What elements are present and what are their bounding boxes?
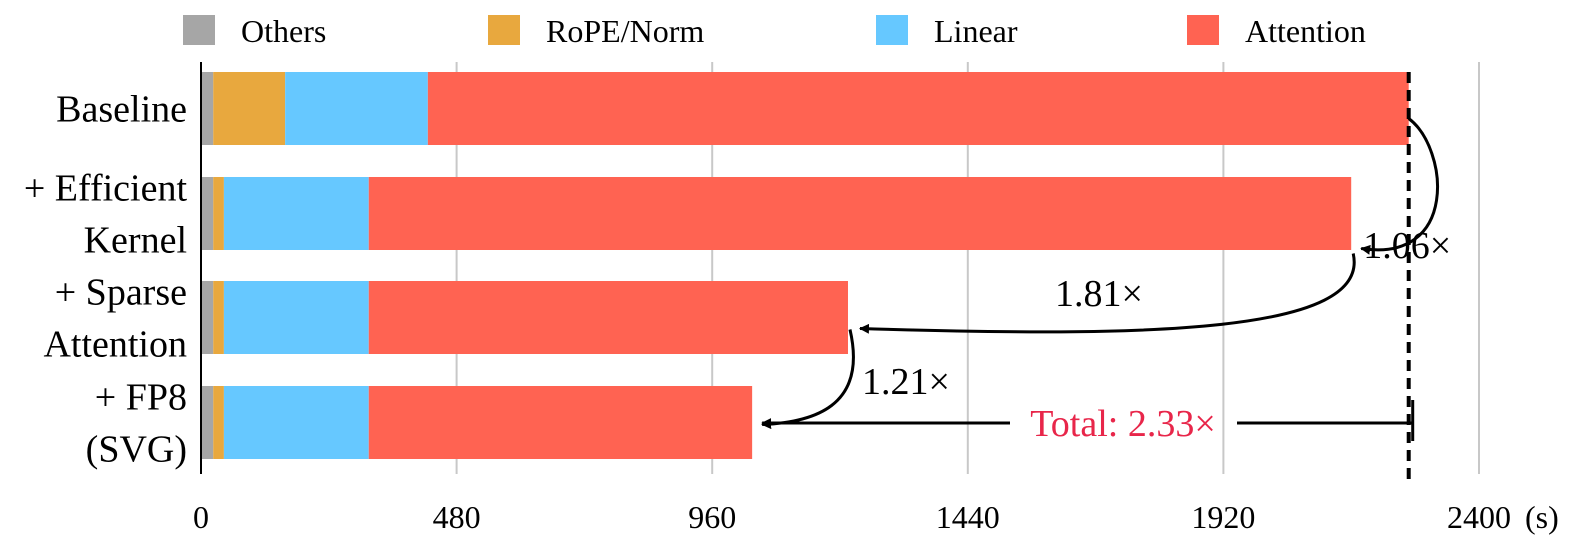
category-label: + FP8 xyxy=(95,377,187,419)
bars xyxy=(201,72,1409,459)
bar-attention-2 xyxy=(368,281,848,354)
bar-others-1 xyxy=(201,177,214,250)
legend-swatch xyxy=(876,15,908,45)
bar-rope-norm-2 xyxy=(213,281,224,354)
bar-attention-0 xyxy=(427,72,1409,145)
legend-swatch xyxy=(1187,15,1219,45)
speedup-label-1: 1.06× xyxy=(1363,225,1451,267)
category-label: Kernel xyxy=(84,220,187,262)
x-tick-label: 1440 xyxy=(936,499,1000,535)
legend-swatch xyxy=(183,15,215,45)
bar-others-3 xyxy=(201,386,214,459)
speedup-arrow-1 xyxy=(1360,117,1439,255)
x-tick-label: 480 xyxy=(433,499,481,535)
bar-linear-0 xyxy=(285,72,428,145)
category-label: + Efficient xyxy=(24,168,188,210)
legend-swatch xyxy=(488,15,520,45)
annotations: 1.06× 1.81× 1.21× Total: 2.33× xyxy=(761,72,1451,484)
total-speedup-label: Total: 2.33× xyxy=(1030,403,1216,445)
bar-attention-1 xyxy=(368,177,1352,250)
bar-rope-norm-1 xyxy=(213,177,224,250)
x-tick-label: 0 xyxy=(193,499,209,535)
axes: Baseline + Efficient Kernel + Sparse Attenti… xyxy=(24,62,1559,535)
x-tick-label: 2400 xyxy=(1447,499,1511,535)
legend-label: Others xyxy=(241,13,326,49)
bar-others-0 xyxy=(201,72,214,145)
speedup-arrow-2 xyxy=(858,253,1356,334)
legend-label: Attention xyxy=(1245,13,1366,49)
bar-linear-2 xyxy=(223,281,369,354)
legend-label: RoPE/Norm xyxy=(546,13,704,49)
bar-rope-norm-0 xyxy=(213,72,286,145)
bar-others-2 xyxy=(201,281,214,354)
category-label: Baseline xyxy=(56,89,187,131)
bar-attention-3 xyxy=(368,386,753,459)
bar-rope-norm-3 xyxy=(213,386,224,459)
x-tick-label: 960 xyxy=(688,499,736,535)
category-label: (SVG) xyxy=(86,429,187,471)
speedup-label-3: 1.21× xyxy=(862,361,950,403)
legend: Others RoPE/Norm Linear Attention xyxy=(183,13,1366,49)
legend-label: Linear xyxy=(934,13,1018,49)
x-unit-label: (s) xyxy=(1525,499,1559,535)
category-label: + Sparse xyxy=(55,272,187,314)
speedup-label-2: 1.81× xyxy=(1055,273,1143,315)
bar-linear-3 xyxy=(223,386,369,459)
x-tick-label: 1920 xyxy=(1191,499,1255,535)
category-label: Attention xyxy=(43,324,187,366)
bar-linear-1 xyxy=(223,177,369,250)
